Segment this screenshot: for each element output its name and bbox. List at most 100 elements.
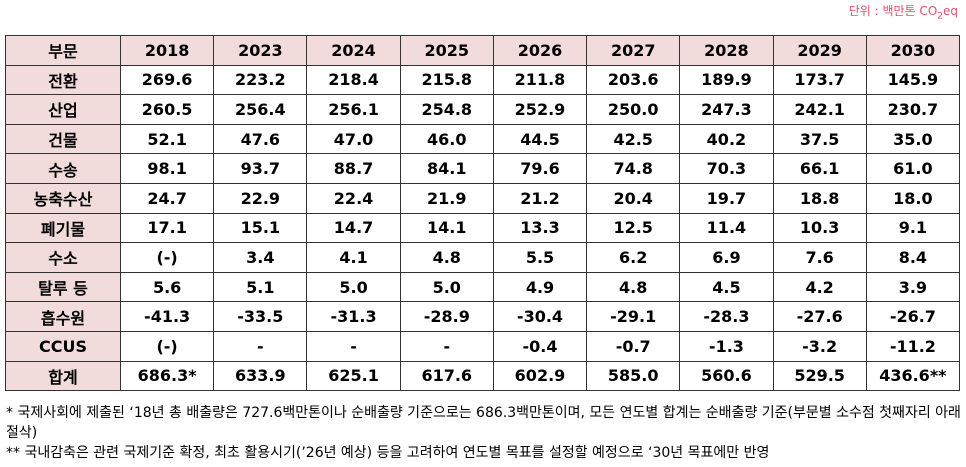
table-cell: 436.6** (865, 360, 961, 392)
table-cell: 8.4 (865, 242, 961, 273)
table-cell: -33.5 (213, 301, 308, 332)
table-cell: 203.6 (586, 64, 681, 96)
table-row: 건물 52.1 47.6 47.0 46.0 44.5 42.5 40.2 37.5 35.0 (5, 123, 961, 155)
table-cell: -0.4 (492, 330, 588, 362)
table-cell: 145.9 (865, 64, 961, 96)
table-cell: 3.4 (213, 242, 308, 273)
header-cell: 2023 (213, 35, 308, 66)
header-cell: 2029 (772, 35, 867, 66)
row-label: 합계 (5, 360, 121, 392)
table-cell: 66.1 (772, 153, 867, 184)
header-cell: 2028 (679, 35, 774, 66)
table-cell: -0.7 (586, 330, 681, 362)
table-cell: 625.1 (306, 360, 401, 392)
header-row: 부문 2018 2023 2024 2025 2026 2027 2028 2029 2030 (5, 35, 961, 66)
table-cell: 4.8 (399, 242, 494, 273)
table-cell: 5.1 (213, 271, 308, 303)
header-cell: 2030 (865, 35, 961, 66)
table-cell: 242.1 (772, 94, 867, 125)
table-cell: 14.1 (399, 212, 494, 244)
header-cell: 2025 (399, 35, 494, 66)
table-cell: 256.4 (213, 94, 308, 125)
table-cell: 5.0 (399, 271, 494, 303)
table-cell: 6.9 (679, 242, 774, 273)
table-cell: 18.0 (865, 182, 961, 214)
table-cell: 4.5 (679, 271, 774, 303)
table-cell: 46.0 (399, 123, 494, 155)
table-row: 탈루 등 5.6 5.1 5.0 5.0 4.9 4.8 4.5 4.2 3.9 (5, 271, 961, 303)
table-cell: 4.9 (492, 271, 588, 303)
table-cell: 7.6 (772, 242, 867, 273)
table-cell: 560.6 (679, 360, 774, 392)
table-cell: - (213, 330, 308, 362)
table-cell: 247.3 (679, 94, 774, 125)
table-cell: -27.6 (772, 301, 867, 332)
table-cell: 10.3 (772, 212, 867, 244)
table-cell: -30.4 (492, 301, 588, 332)
table-cell: 686.3* (119, 360, 215, 392)
table-cell: 22.4 (306, 182, 401, 214)
table-cell: - (399, 330, 494, 362)
table-cell: -28.3 (679, 301, 774, 332)
table-cell: 189.9 (679, 64, 774, 96)
table-cell: 5.6 (119, 271, 215, 303)
table-cell: -26.7 (865, 301, 961, 332)
header-cell: 2026 (492, 35, 588, 66)
table-cell: 215.8 (399, 64, 494, 96)
table-cell: 5.5 (492, 242, 588, 273)
table-cell: 254.8 (399, 94, 494, 125)
table-cell: 4.8 (586, 271, 681, 303)
table-row: 합계 686.3* 633.9 625.1 617.6 602.9 585.0 560.6 52… (5, 360, 961, 392)
unit-label: 단위 : 백만톤 CO2eq (849, 2, 958, 21)
table-cell: 88.7 (306, 153, 401, 184)
table-row: 흡수원 -41.3 -33.5 -31.3 -28.9 -30.4 -29.1 -28.3 -2… (5, 301, 961, 332)
table-cell: 42.5 (586, 123, 681, 155)
table-cell: 40.2 (679, 123, 774, 155)
unit-sub: 2 (937, 11, 943, 22)
table-body: 전환 269.6 223.2 218.4 215.8 211.8 203.6 189.9 173… (5, 64, 961, 392)
table-cell: 5.0 (306, 271, 401, 303)
header-cell: 부문 (5, 35, 121, 66)
row-label: 건물 (5, 123, 121, 155)
row-label: 농축수산 (5, 182, 121, 214)
table-cell: 84.1 (399, 153, 494, 184)
notes: * 국제사회에 제출된 ‘18년 총 배출량은 727.6백만톤이나 순배출량 … (6, 403, 964, 463)
table-cell: 21.9 (399, 182, 494, 214)
table-cell: 585.0 (586, 360, 681, 392)
row-label: 전환 (5, 64, 121, 96)
table-cell: -1.3 (679, 330, 774, 362)
table-cell: 4.1 (306, 242, 401, 273)
table-cell: 35.0 (865, 123, 961, 155)
table-cell: -3.2 (772, 330, 867, 362)
table-cell: -29.1 (586, 301, 681, 332)
header-cell: 2018 (119, 35, 215, 66)
table-cell: 211.8 (492, 64, 588, 96)
table-row: 폐기물 17.1 15.1 14.7 14.1 13.3 12.5 11.4 10.3 9.1 (5, 212, 961, 244)
header-cell: 2027 (586, 35, 681, 66)
table-cell: 20.4 (586, 182, 681, 214)
table-cell: 14.7 (306, 212, 401, 244)
table-cell: 617.6 (399, 360, 494, 392)
footnote: ** 국내감축은 관련 국제기준 확정, 최초 활용시기(’26년 예상) 등을… (6, 445, 770, 461)
table-row: 수소 (-) 3.4 4.1 4.8 5.5 6.2 6.9 7.6 8.4 (5, 242, 961, 273)
table-cell: 21.2 (492, 182, 588, 214)
unit-prefix: 단위 : 백만톤 CO (848, 4, 938, 18)
table-cell: 223.2 (213, 64, 308, 96)
header-cell: 2024 (306, 35, 401, 66)
table-cell: 22.9 (213, 182, 308, 214)
table-cell: 3.9 (865, 271, 961, 303)
table-cell: 4.2 (772, 271, 867, 303)
table-cell: 260.5 (119, 94, 215, 125)
table-cell: 12.5 (586, 212, 681, 244)
table-cell: 529.5 (772, 360, 867, 392)
table-cell: 61.0 (865, 153, 961, 184)
footnote: * 국제사회에 제출된 ‘18년 총 배출량은 727.6백만톤이나 순배출량 … (6, 405, 961, 441)
unit-suffix: eq (943, 4, 958, 18)
table-cell: 93.7 (213, 153, 308, 184)
table-cell: 173.7 (772, 64, 867, 96)
table-cell: 633.9 (213, 360, 308, 392)
row-label: 수송 (5, 153, 121, 184)
table-cell: 52.1 (119, 123, 215, 155)
table-cell: 70.3 (679, 153, 774, 184)
